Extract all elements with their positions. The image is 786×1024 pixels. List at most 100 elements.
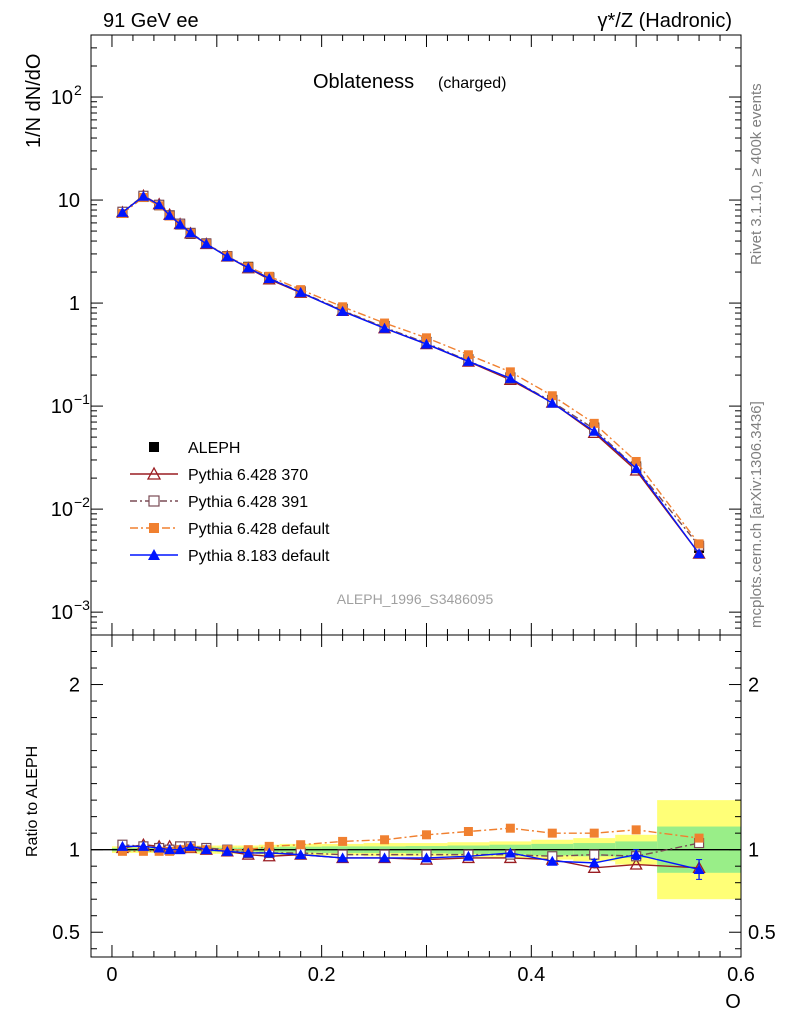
ratio-y-tick-label: 2 bbox=[69, 675, 80, 697]
ratio-data-point bbox=[138, 846, 148, 856]
ratio-data-point bbox=[221, 845, 233, 856]
ratio-y-tick-label: 1 bbox=[69, 840, 80, 862]
legend-label: Pythia 6.428 370 bbox=[188, 467, 308, 484]
ratio-data-point bbox=[296, 840, 306, 850]
y-tick-label-exponent: −3 bbox=[74, 597, 90, 613]
data-point bbox=[295, 286, 307, 297]
data-point bbox=[242, 262, 254, 273]
data-point bbox=[588, 425, 600, 436]
legend-marker bbox=[148, 549, 160, 560]
ratio-data-point bbox=[694, 833, 704, 843]
x-tick-label: 0.4 bbox=[517, 964, 545, 986]
ratio-data-point bbox=[164, 844, 176, 855]
ratio-data-point bbox=[462, 850, 474, 861]
y-tick-label: 10 bbox=[51, 602, 73, 624]
data-point bbox=[153, 199, 165, 210]
ratio-data-point bbox=[380, 835, 390, 845]
chart-title: Oblateness bbox=[313, 71, 414, 93]
mcplots-label: mcplots.cern.ch [arXiv:1306.3436] bbox=[748, 401, 765, 628]
ratio-data-point bbox=[117, 846, 127, 856]
ratio-data-point bbox=[546, 855, 558, 866]
ratio-data-point bbox=[588, 857, 600, 868]
data-point bbox=[174, 218, 186, 229]
ratio-data-point bbox=[116, 840, 128, 851]
y-tick-label-exponent: 2 bbox=[74, 82, 82, 98]
ratio-series-pythia-8-183-default bbox=[116, 840, 705, 880]
series-line bbox=[122, 196, 700, 545]
ratio-y-ticks: 0.5 0.5 1 1 2 2 bbox=[52, 651, 776, 950]
ratio-y-tick-label: 0.5 bbox=[52, 922, 80, 944]
ratio-data-point bbox=[338, 836, 348, 846]
data-point bbox=[630, 462, 642, 473]
legend-marker bbox=[148, 495, 160, 507]
data-point bbox=[164, 209, 176, 220]
legend-label: Pythia 6.428 default bbox=[188, 521, 330, 538]
ratio-data-point bbox=[589, 828, 599, 838]
y-tick-label: 10 bbox=[58, 190, 80, 212]
legend-marker bbox=[146, 466, 162, 480]
data-point bbox=[462, 355, 474, 366]
ratio-data-point bbox=[379, 852, 391, 863]
analysis-id: ALEPH_1996_S3486095 bbox=[337, 591, 494, 607]
data-point bbox=[693, 548, 705, 559]
ratio-data-point bbox=[505, 823, 515, 833]
data-point bbox=[379, 322, 391, 333]
ratio-y-axis-label: Ratio to ALEPH bbox=[24, 746, 41, 857]
y-axis-label: 1/N dN/dO bbox=[23, 54, 45, 148]
ratio-data-point bbox=[174, 844, 186, 855]
main-frame bbox=[90, 34, 742, 636]
main-series-group bbox=[115, 188, 706, 559]
ratio-y-tick-label-right: 1 bbox=[748, 840, 759, 862]
ratio-data-point bbox=[421, 830, 431, 840]
ratio-x-ticks: 0 0.2 0.4 0.6 bbox=[106, 635, 755, 986]
ratio-series-group bbox=[115, 823, 706, 880]
chart-subtitle: (charged) bbox=[438, 75, 506, 92]
ratio-frame bbox=[90, 634, 742, 958]
legend-marker bbox=[149, 442, 159, 452]
y-tick-label: 1 bbox=[69, 293, 80, 315]
data-point bbox=[589, 418, 599, 428]
ratio-data-point bbox=[629, 857, 643, 870]
data-point bbox=[263, 273, 275, 284]
legend-label: ALEPH bbox=[188, 440, 240, 457]
ratio-data-point bbox=[185, 840, 197, 851]
legend-entry: ALEPH bbox=[149, 440, 240, 457]
data-point bbox=[200, 238, 212, 249]
x-tick-label: 0.6 bbox=[727, 964, 755, 986]
data-point bbox=[116, 206, 128, 217]
data-point bbox=[504, 372, 516, 383]
data-point bbox=[137, 190, 149, 201]
ratio-data-point bbox=[153, 842, 165, 853]
data-point bbox=[221, 251, 233, 262]
ratio-data-point bbox=[463, 827, 473, 837]
y-tick-label-exponent: −2 bbox=[74, 494, 90, 510]
legend-entry: Pythia 6.428 391 bbox=[130, 494, 308, 511]
data-point bbox=[420, 338, 432, 349]
y-tick-label: 10 bbox=[51, 396, 73, 418]
header-left: 91 GeV ee bbox=[103, 10, 199, 32]
data-point bbox=[505, 367, 515, 377]
ratio-data-point bbox=[504, 847, 516, 858]
legend-marker bbox=[149, 523, 159, 533]
data-point bbox=[463, 350, 473, 360]
data-point bbox=[694, 539, 704, 549]
ratio-data-point bbox=[631, 825, 641, 835]
rivet-label: Rivet 3.1.10, ≥ 400k events bbox=[748, 83, 765, 265]
y-tick-label: 10 bbox=[51, 499, 73, 521]
legend-entry: Pythia 6.428 370 bbox=[130, 466, 308, 484]
legend-entry: Pythia 8.183 default bbox=[130, 548, 330, 565]
ratio-data-point bbox=[420, 852, 432, 863]
ratio-data-point bbox=[264, 841, 274, 851]
ratio-data-point bbox=[242, 847, 254, 858]
x-axis-label: O bbox=[725, 991, 741, 1013]
legend-label: Pythia 8.183 default bbox=[188, 548, 330, 565]
ratio-data-point bbox=[630, 849, 642, 860]
ratio-data-point bbox=[200, 844, 212, 855]
main-x-ticks bbox=[111, 35, 742, 635]
ratio-data-point bbox=[547, 828, 557, 838]
ratio-data-point bbox=[263, 847, 275, 858]
legend: ALEPH Pythia 6.428 370 Pythia 6.428 391 Pyt… bbox=[130, 440, 330, 565]
